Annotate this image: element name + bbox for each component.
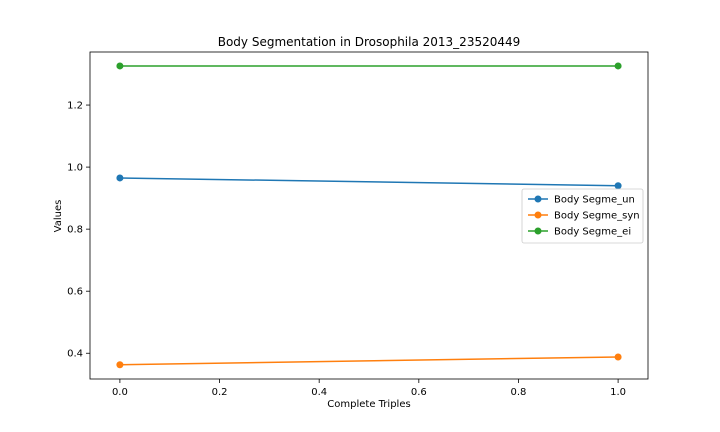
data-point-0	[614, 182, 622, 190]
data-point-0	[116, 174, 124, 182]
legend-label-0: Body Segme_un	[554, 195, 635, 206]
legend-label-2: Body Segme_ei	[554, 227, 631, 238]
legend-marker-2	[534, 227, 542, 235]
x-tick-label: 0.4	[311, 387, 327, 398]
legend-label-1: Body Segme_syn	[554, 211, 640, 222]
y-tick-label: 1.2	[67, 101, 83, 112]
x-tick-label: 0.0	[112, 387, 128, 398]
y-tick-label: 0.4	[67, 349, 83, 360]
series-line-0	[119, 177, 619, 187]
y-tick-label: 0.8	[67, 225, 83, 236]
x-axis: 0.0 0.2 0.4 0.6 0.8 1.0	[112, 379, 626, 398]
x-tick-label: 1.0	[610, 387, 626, 398]
data-point-1	[614, 353, 622, 361]
legend: Body Segme_un Body Segme_syn Body Segme_ei	[521, 188, 644, 244]
x-tick-label: 0.2	[212, 387, 228, 398]
plot-area	[116, 62, 622, 369]
data-point-2	[614, 62, 622, 70]
legend-marker-1	[534, 211, 542, 219]
y-tick-label: 1.0	[67, 163, 83, 174]
x-tick-label: 0.6	[411, 387, 427, 398]
x-axis-label: Complete Triples	[327, 399, 410, 410]
axes-frame	[89, 51, 649, 380]
x-tick-label: 0.8	[511, 387, 527, 398]
y-axis-label: Values	[53, 200, 64, 233]
data-point-1	[116, 361, 124, 369]
y-axis: 0.4 0.6 0.8 1.0 1.2	[67, 101, 90, 360]
series-line-1	[119, 356, 619, 366]
chart-title: Body Segmentation in Drosophila 2013_235…	[218, 35, 521, 49]
legend-box	[521, 188, 644, 244]
legend-marker-0	[534, 195, 542, 203]
y-tick-label: 0.6	[67, 287, 83, 298]
data-point-2	[116, 62, 124, 70]
